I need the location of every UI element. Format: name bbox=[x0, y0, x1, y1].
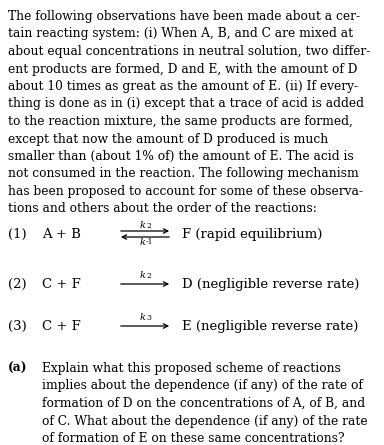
Text: ent products are formed, D and E, with the amount of D: ent products are formed, D and E, with t… bbox=[8, 62, 358, 76]
Text: thing is done as in (i) except that a trace of acid is added: thing is done as in (i) except that a tr… bbox=[8, 97, 364, 110]
Text: (2): (2) bbox=[8, 278, 26, 291]
Text: of C. What about the dependence (if any) of the rate: of C. What about the dependence (if any)… bbox=[42, 414, 367, 428]
Text: 3: 3 bbox=[146, 314, 151, 322]
Text: Explain what this proposed scheme of reactions: Explain what this proposed scheme of rea… bbox=[42, 362, 341, 375]
Text: k: k bbox=[139, 313, 145, 322]
Text: about equal concentrations in neutral solution, two differ-: about equal concentrations in neutral so… bbox=[8, 45, 371, 58]
Text: k: k bbox=[139, 271, 145, 280]
Text: tain reacting system: (i) When A, B, and C are mixed at: tain reacting system: (i) When A, B, and… bbox=[8, 28, 353, 40]
Text: E (negligible reverse rate): E (negligible reverse rate) bbox=[182, 320, 358, 333]
Text: The following observations have been made about a cer-: The following observations have been mad… bbox=[8, 10, 360, 23]
Text: D (negligible reverse rate): D (negligible reverse rate) bbox=[182, 278, 359, 291]
Text: (1): (1) bbox=[8, 228, 26, 241]
Text: (3): (3) bbox=[8, 320, 27, 333]
Text: -1: -1 bbox=[146, 238, 154, 246]
Text: (a): (a) bbox=[8, 362, 28, 375]
Text: k: k bbox=[139, 238, 145, 247]
Text: 2: 2 bbox=[146, 272, 151, 280]
Text: to the reaction mixture, the same products are formed,: to the reaction mixture, the same produc… bbox=[8, 115, 353, 128]
Text: except that now the amount of D produced is much: except that now the amount of D produced… bbox=[8, 133, 328, 146]
Text: A + B: A + B bbox=[42, 228, 81, 241]
Text: smaller than (about 1% of) the amount of E. The acid is: smaller than (about 1% of) the amount of… bbox=[8, 150, 354, 163]
Text: has been proposed to account for some of these observa-: has been proposed to account for some of… bbox=[8, 185, 363, 198]
Text: of formation of E on these same concentrations?: of formation of E on these same concentr… bbox=[42, 432, 344, 445]
Text: tions and others about the order of the reactions:: tions and others about the order of the … bbox=[8, 202, 317, 215]
Text: 2: 2 bbox=[146, 222, 151, 230]
Text: F (rapid equilibrium): F (rapid equilibrium) bbox=[182, 228, 323, 241]
Text: C + F: C + F bbox=[42, 278, 81, 291]
Text: formation of D on the concentrations of A, of B, and: formation of D on the concentrations of … bbox=[42, 397, 365, 410]
Text: implies about the dependence (if any) of the rate of: implies about the dependence (if any) of… bbox=[42, 380, 363, 392]
Text: about 10 times as great as the amount of E. (ii) If every-: about 10 times as great as the amount of… bbox=[8, 80, 358, 93]
Text: not consumed in the reaction. The following mechanism: not consumed in the reaction. The follow… bbox=[8, 167, 359, 181]
Text: k: k bbox=[139, 221, 145, 230]
Text: C + F: C + F bbox=[42, 320, 81, 333]
